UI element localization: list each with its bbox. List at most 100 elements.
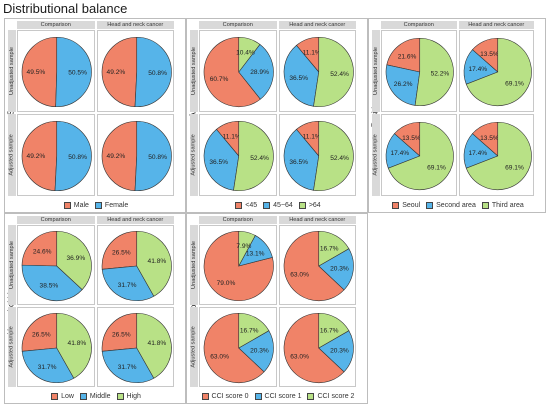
pie-slice-middle xyxy=(21,264,83,302)
legend-label: Male xyxy=(73,201,89,209)
facet-cell: 26.5% 31.7% 41.8% xyxy=(96,225,174,305)
column-header: Head and neck cancer xyxy=(96,21,174,29)
pie-slice-cci-score-1 xyxy=(238,330,274,373)
legend-swatch xyxy=(235,201,243,209)
legend-item: 45~64 xyxy=(263,201,293,209)
legend-item: Male xyxy=(63,201,89,209)
slice-value-label: 11.1% xyxy=(302,50,320,57)
row-header-text: Adjusted sample xyxy=(191,134,198,176)
pie-slice-middle xyxy=(101,347,154,384)
pie-chart: 49.2% 50.8% xyxy=(101,120,172,192)
legend-label: High xyxy=(126,392,141,400)
slice-value-label: 50.8% xyxy=(68,154,87,161)
legend-swatch xyxy=(263,201,271,209)
column-header: Comparison xyxy=(17,21,95,29)
facet-cell: 11.1% 36.5% 52.4% xyxy=(199,114,277,196)
slice-value-label: 26.2% xyxy=(394,81,413,88)
column-header: Comparison xyxy=(199,216,277,224)
facet-cell: 79.0% 13.1% 7.9% xyxy=(199,225,277,305)
slice-value-label: 50.8% xyxy=(148,70,167,77)
pie-slice-male xyxy=(101,120,137,192)
pie-slice-female xyxy=(54,120,92,192)
legend: Seoul Second area Third area xyxy=(369,198,547,212)
row-header-text: Adjusted sample xyxy=(373,134,380,176)
legend-swatch xyxy=(79,392,87,400)
slice-value-label: 11.1% xyxy=(302,134,320,141)
pie-slice-third-area xyxy=(414,37,454,107)
legend-swatch xyxy=(254,392,262,400)
facet-cell: 63.0% 20.3% 16.7% xyxy=(278,307,356,387)
slice-value-label: 63.0% xyxy=(290,354,309,361)
pie-slice-male xyxy=(21,120,58,192)
legend-item: Female xyxy=(94,201,128,209)
facet-cell: 13.5% 17.4% 69.1% xyxy=(458,114,534,196)
legend-item: Middle xyxy=(79,392,111,400)
legend-label: Third area xyxy=(491,201,524,209)
legend-item: High xyxy=(116,392,141,400)
pie-slice-cci-score-2 xyxy=(317,230,349,267)
facet-cell: 26.5% 31.7% 41.8% xyxy=(96,307,174,387)
pie-slice-low xyxy=(101,230,137,270)
legend: Male Female xyxy=(5,198,187,212)
pie-chart: 26.5% 31.7% 41.8% xyxy=(21,312,92,384)
pie-chart: 63.0% 20.3% 16.7% xyxy=(203,312,274,384)
row-header-text: Unadjusted sample xyxy=(191,241,198,289)
pie-slice-male xyxy=(21,36,58,108)
slice-value-label: 17.4% xyxy=(468,66,487,73)
legend-swatch xyxy=(298,201,306,209)
legend-label: CCI score 0 xyxy=(211,392,249,400)
slice-value-label: 38.5% xyxy=(40,283,59,290)
row-header: Adjusted sample xyxy=(190,114,198,196)
figure-title: Distributional balance xyxy=(3,1,128,16)
slice-value-label: 26.5% xyxy=(32,331,51,338)
pie-chart: 11.1% 36.5% 52.4% xyxy=(203,120,274,192)
chart-panel-residence: ResidenceComparisonHead and neck cancerU… xyxy=(368,18,546,213)
slice-value-label: 36.9% xyxy=(67,255,86,262)
pie-slice-third-area xyxy=(387,121,454,190)
row-header-text: Adjusted sample xyxy=(9,134,16,176)
legend-label: CCI score 2 xyxy=(317,392,355,400)
pie-slice-cci-score-0 xyxy=(283,312,345,384)
slice-value-label: 16.7% xyxy=(319,327,338,334)
slice-value-label: 16.7% xyxy=(319,245,338,252)
slice-value-label: 69.1% xyxy=(427,165,446,172)
pie-slice-female xyxy=(134,120,172,192)
pie-slice-third-area xyxy=(465,121,532,190)
pie-chart: 60.7% 28.9% 10.4% xyxy=(203,36,274,108)
pie-slice-high xyxy=(135,312,172,379)
legend-label: CCI score 1 xyxy=(264,392,302,400)
slice-value-label: 63.0% xyxy=(290,272,309,279)
pie-slice-high xyxy=(135,230,172,297)
slice-value-label: 49.5% xyxy=(27,69,46,76)
slice-value-label: 69.1% xyxy=(505,165,524,172)
slice-value-label: 17.4% xyxy=(468,150,487,157)
slice-value-label: 63.0% xyxy=(210,354,229,361)
slice-value-label: 52.4% xyxy=(330,155,349,162)
slice-value-label: 11.1% xyxy=(223,134,241,141)
legend-item: Third area xyxy=(481,201,524,209)
facet-cell: 13.5% 17.4% 69.1% xyxy=(381,114,457,196)
pie-slice-female xyxy=(55,36,92,108)
pie-slice-45-64 xyxy=(203,128,240,191)
slice-value-label: 26.5% xyxy=(111,249,130,256)
slice-value-label: 13.5% xyxy=(480,135,499,142)
pie-chart: 49.2% 50.8% xyxy=(21,120,92,192)
legend: CCI score 0 CCI score 1 CCI score 2 xyxy=(187,389,369,403)
pie-slice--64 xyxy=(238,36,261,73)
facet-cell: 11.1% 36.5% 52.4% xyxy=(278,114,356,196)
slice-value-label: 50.5% xyxy=(68,70,87,77)
slice-value-label: 20.3% xyxy=(250,348,269,355)
legend-label: Second area xyxy=(436,201,476,209)
slice-value-label: 31.7% xyxy=(117,282,136,289)
pie-slice-third-area xyxy=(465,37,532,106)
pie-slice-middle xyxy=(21,347,75,384)
legend-label: <45 xyxy=(245,201,258,209)
pie-chart: 79.0% 13.1%7.9% xyxy=(203,230,274,302)
slice-value-label: 21.6% xyxy=(398,54,417,61)
row-header-text: Unadjusted sample xyxy=(9,47,16,95)
slice-value-label: 24.6% xyxy=(33,248,52,255)
legend-item: >64 xyxy=(298,201,321,209)
legend-label: 45~64 xyxy=(273,201,293,209)
column-header: Comparison xyxy=(199,21,277,29)
row-header-text: Adjusted sample xyxy=(9,326,16,368)
